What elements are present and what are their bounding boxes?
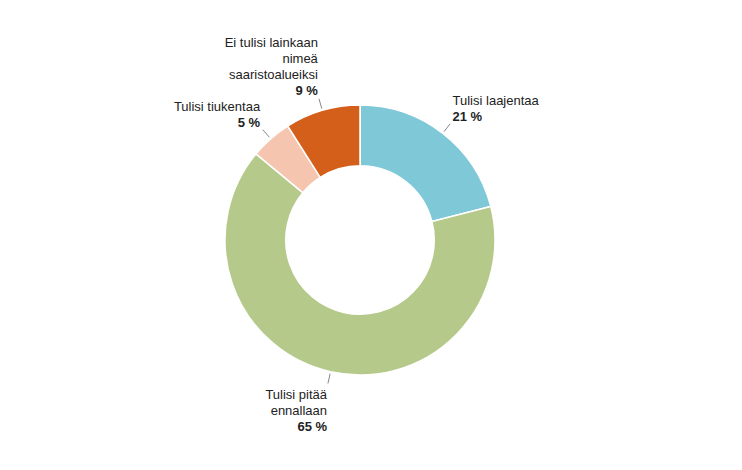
data-label: Tulisi pitääennallaan65 % — [265, 387, 327, 434]
category-label: ennallaan — [271, 403, 327, 418]
data-label: Tulisi laajentaa21 % — [453, 93, 540, 124]
slices — [225, 105, 495, 375]
value-label: 9 % — [295, 83, 318, 98]
slice — [288, 105, 360, 177]
category-label: Tulisi tiukentaa — [174, 99, 261, 114]
leader-line — [319, 99, 322, 109]
leader-line — [263, 130, 270, 138]
category-label: Tulisi laajentaa — [453, 93, 540, 108]
category-label: Tulisi pitää — [265, 387, 327, 402]
chart-container: Tulisi laajentaa21 % Tulisi pitääennallaa… — [0, 0, 742, 470]
leader-line — [328, 374, 330, 384]
category-label: nimeä — [282, 51, 318, 66]
value-label: 5 % — [238, 115, 261, 130]
category-label: Ei tulisi lainkaan — [225, 35, 318, 50]
value-label: 21 % — [453, 109, 483, 124]
category-label: saaristoalueiksi — [229, 67, 318, 82]
leader-line — [444, 124, 450, 132]
value-label: 65 % — [297, 419, 327, 434]
data-label: Tulisi tiukentaa5 % — [174, 99, 261, 130]
data-label: Ei tulisi lainkaannimeäsaaristoalueiksi9… — [225, 35, 319, 98]
slice — [360, 105, 491, 222]
slice — [225, 154, 495, 375]
chart: Tulisi laajentaa21 % Tulisi pitääennallaa… — [0, 0, 742, 470]
labels: Tulisi laajentaa21 % Tulisi pitääennallaa… — [174, 35, 540, 434]
